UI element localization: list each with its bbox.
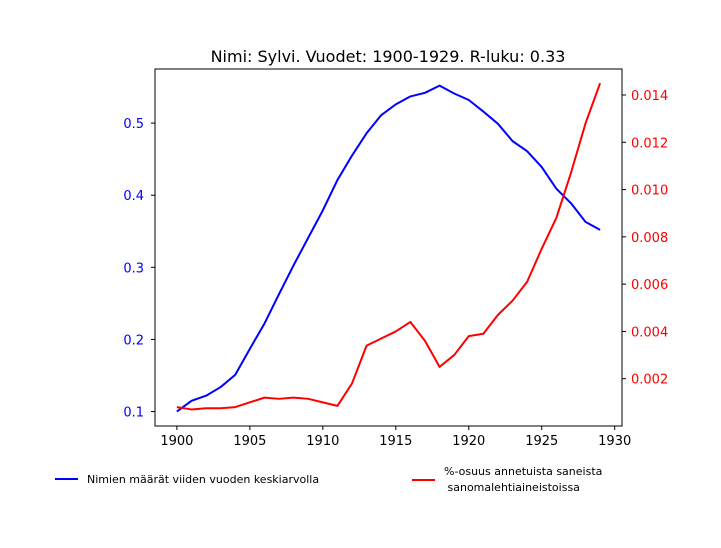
y-right-tick-label: 0.008 [631,231,668,246]
legend-label-token-share-line1: %-osuus annetuista saneista [444,465,602,478]
chart-title: Nimi: Sylvi. Vuodet: 1900-1929. R-luku: … [211,47,566,66]
x-tick-label: 1930 [598,434,631,449]
y-left-tick-label: 0.3 [123,261,144,276]
y-right-tick-label: 0.004 [631,325,668,340]
y-right-tick-label: 0.014 [631,89,668,104]
x-tick-label: 1905 [233,434,266,449]
y-right-tick-label: 0.002 [631,373,668,388]
x-tick-label: 1910 [306,434,339,449]
legend-entry-name-counts: Nimien määrät viiden vuoden keskiarvolla [55,473,319,486]
y-right-tick-label: 0.010 [631,184,668,199]
y-left-tick-label: 0.1 [123,406,144,421]
legend-label-token-share-line2: sanomalehtiaineistoissa [444,481,580,494]
plot-frame [154,68,623,427]
legend-label-name-counts: Nimien määrät viiden vuoden keskiarvolla [87,473,319,486]
x-tick-label: 1920 [452,434,485,449]
y-left-tick-label: 0.2 [123,333,144,348]
y-left-tick-label: 0.5 [123,117,144,132]
y-left-tick-label: 0.4 [123,189,144,204]
x-tick-label: 1900 [160,434,193,449]
x-tick-label: 1915 [379,434,412,449]
series-line-token-share [176,82,602,411]
y-right-tick-label: 0.012 [631,136,668,151]
legend-entry-token-share: %-osuus annetuista saneista sanomalehtia… [412,465,602,494]
y-right-tick-label: 0.006 [631,278,668,293]
series-line-name-counts [176,84,601,413]
x-tick-label: 1925 [525,434,558,449]
